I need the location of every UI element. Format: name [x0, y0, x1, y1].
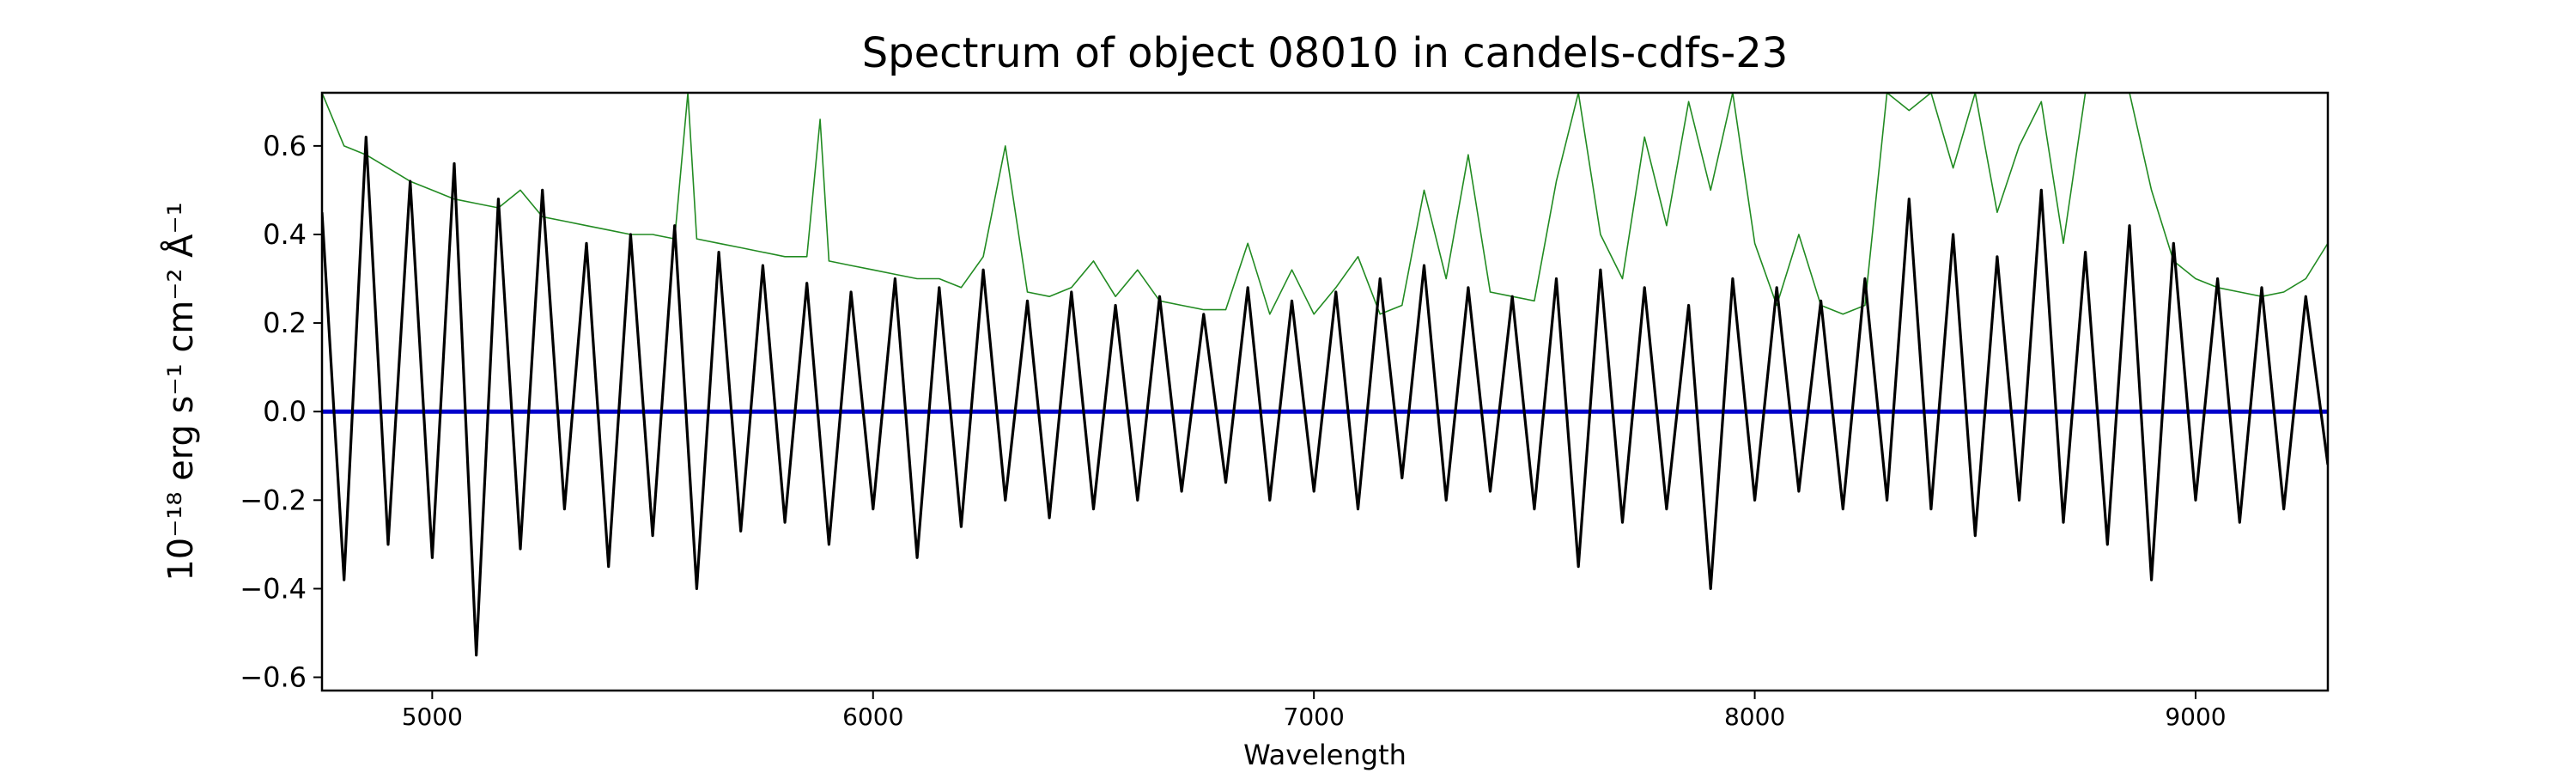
y-tick-label: −0.6	[240, 661, 307, 694]
x-tick-label: 9000	[2165, 703, 2226, 731]
y-tick-label: −0.4	[240, 572, 307, 605]
x-tick-label: 7000	[1284, 703, 1345, 731]
series-layer	[322, 93, 2328, 657]
x-tick-label: 5000	[402, 703, 463, 731]
y-tick-label: 0.2	[263, 307, 307, 339]
y-axis-label: 10⁻¹⁸ erg s⁻¹ cm⁻² Å⁻¹	[160, 202, 201, 581]
y-tick-label: −0.2	[240, 484, 307, 516]
x-axis-label: Wavelength	[1243, 739, 1406, 771]
flux-series-line	[322, 136, 2328, 657]
plot-frame	[320, 91, 2330, 692]
y-axis-ticks: −0.6 −0.4 −0.2 0.0 0.2 0.4 0.6	[240, 130, 322, 694]
plot-area	[322, 93, 2328, 657]
error-series-line	[322, 93, 2328, 315]
x-tick-label: 6000	[842, 703, 903, 731]
x-axis-ticks: 5000 6000 7000 8000 9000	[402, 691, 2227, 731]
x-tick-label: 8000	[1724, 703, 1785, 731]
chart-title: Spectrum of object 08010 in candels-cdfs…	[862, 29, 1789, 77]
y-tick-label: 0.0	[263, 395, 307, 428]
y-tick-label: 0.4	[263, 218, 307, 251]
y-tick-label: 0.6	[263, 130, 307, 162]
